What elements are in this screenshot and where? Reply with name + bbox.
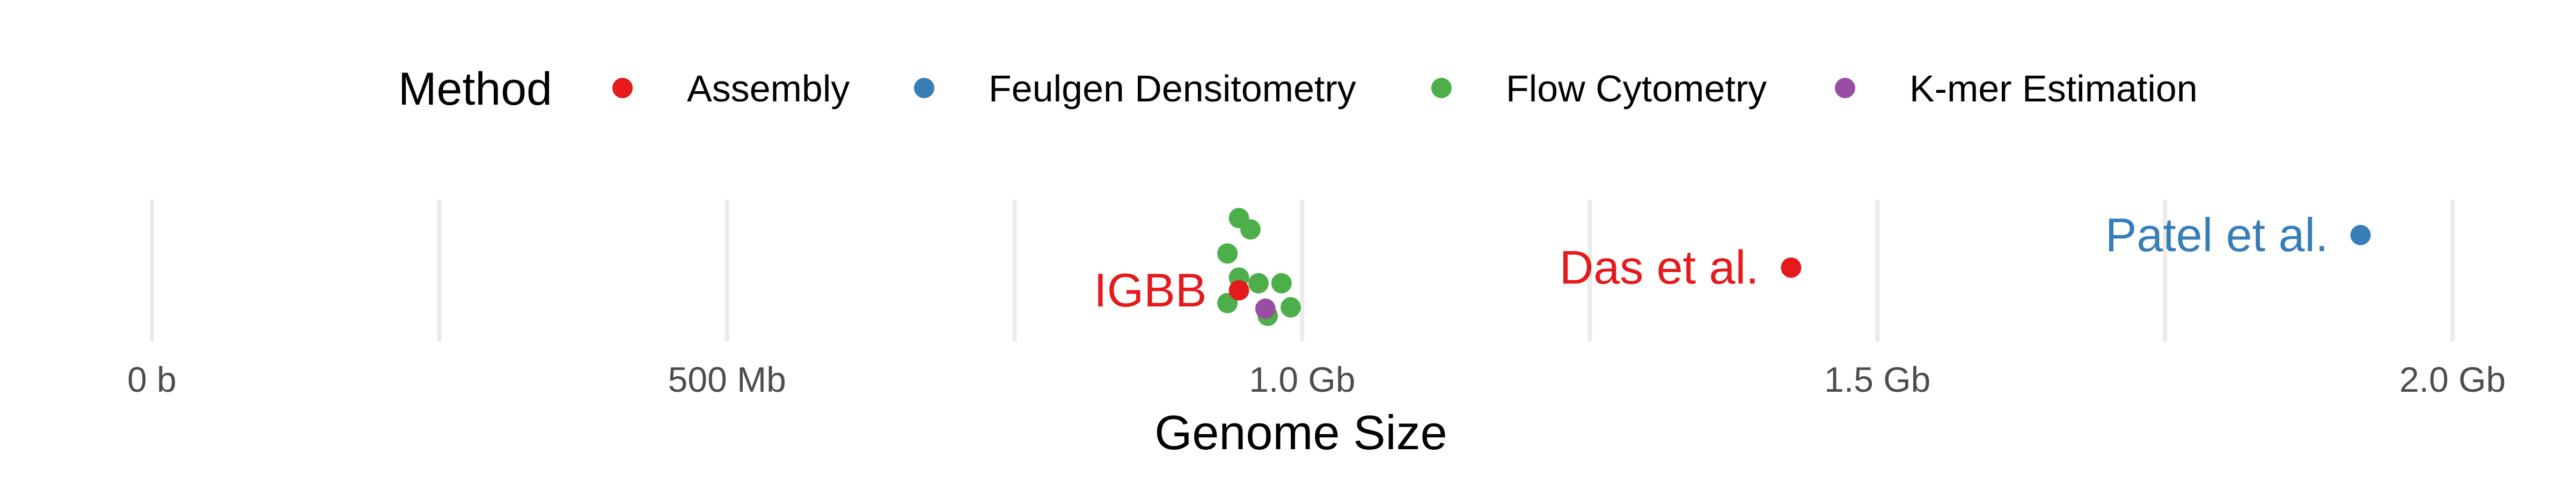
x-axis-ticks: 0 b 500 Mb 1.0 Gb 1.5 Gb 2.0 Gb [127, 360, 2506, 399]
data-point-assembly [1781, 257, 1802, 278]
legend-key-assembly [612, 78, 633, 98]
data-points [1217, 208, 2371, 326]
x-tick-label: 1.5 Gb [1824, 360, 1930, 399]
data-point-flow-cytometry [1271, 273, 1292, 294]
data-point-flow-cytometry [1248, 273, 1269, 294]
data-point-flow-cytometry [1217, 243, 1238, 264]
legend-title: Method [398, 63, 552, 115]
data-point-k-mer-estimation [1255, 298, 1276, 319]
x-axis-title: Genome Size [1154, 406, 1447, 460]
point-annotations: IGBB Das et al. Patel et al. [1094, 208, 2328, 317]
gridlines [150, 200, 2455, 341]
legend-label: Feulgen Densitometry [989, 68, 1356, 109]
legend-label: Flow Cytometry [1506, 68, 1767, 109]
data-point-flow-cytometry [1240, 219, 1261, 240]
legend-key-flow-cytometry [1431, 78, 1452, 98]
legend-label: Assembly [687, 68, 850, 109]
data-point-assembly [1228, 280, 1249, 301]
point-label: Das et al. [1560, 241, 1759, 294]
data-point-flow-cytometry [1280, 297, 1301, 318]
legend-label: K-mer Estimation [1909, 68, 2198, 109]
x-tick-label: 0 b [127, 360, 177, 399]
legend: Method Assembly Feulgen Densitometry Flow … [398, 63, 2198, 115]
point-label: Patel et al. [2105, 208, 2329, 261]
data-point-feulgen-densitometry [2350, 225, 2371, 245]
x-tick-label: 500 Mb [668, 360, 786, 399]
x-tick-label: 2.0 Gb [2399, 360, 2506, 399]
legend-key-feulgen-densitometry [914, 78, 934, 98]
x-tick-label: 1.0 Gb [1249, 360, 1355, 399]
point-label: IGBB [1094, 264, 1206, 317]
legend-key-k-mer-estimation [1835, 78, 1855, 98]
